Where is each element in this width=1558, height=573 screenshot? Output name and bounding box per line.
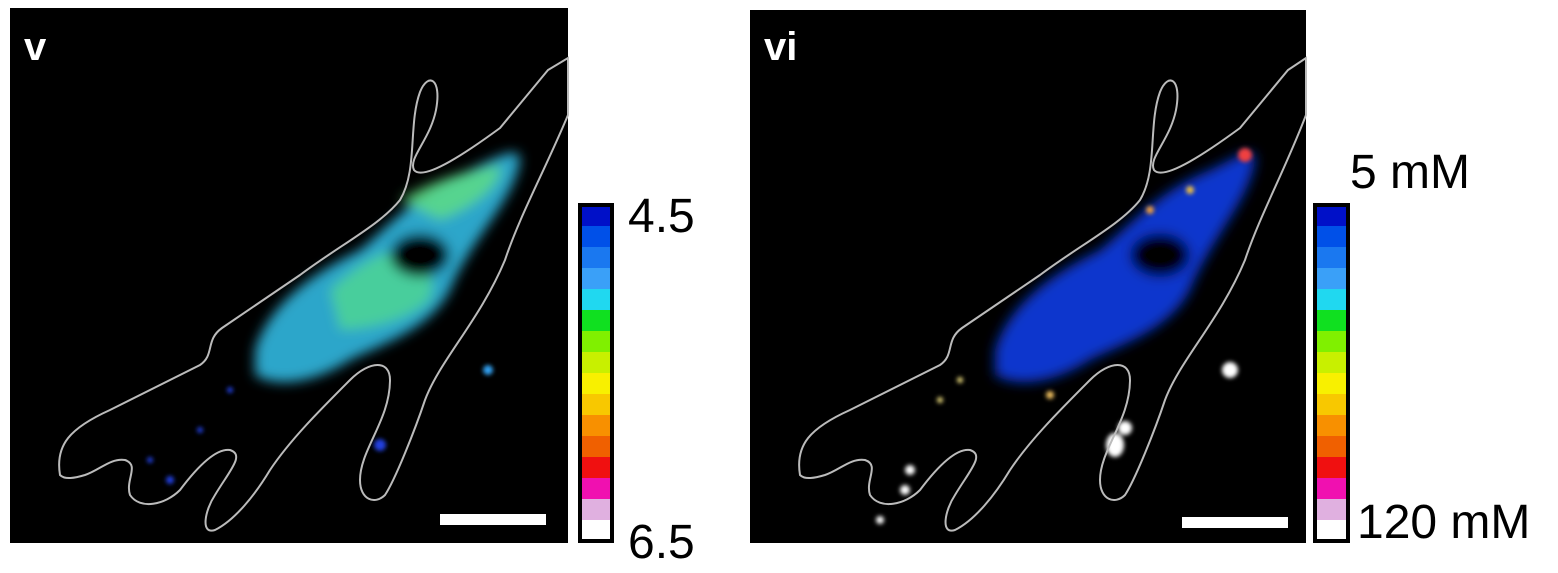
fluorescence	[995, 152, 1255, 383]
colorbar-segment	[580, 289, 612, 311]
colorbar-segment	[580, 373, 612, 395]
colorbar-top-label: 4.5	[628, 190, 695, 243]
speckles	[147, 365, 493, 484]
colorbar-segment	[1315, 478, 1348, 500]
colorbar-segment	[1315, 415, 1348, 437]
colorbar-border	[1313, 203, 1350, 543]
colorbar-segment	[580, 352, 612, 374]
colorbar-segment	[580, 205, 612, 227]
colorbar-segment	[580, 226, 612, 248]
scale-bar	[1182, 517, 1288, 528]
colorbar-top-label: 5 mM	[1350, 146, 1470, 199]
image-background	[10, 8, 568, 543]
colorbar-segment	[1315, 394, 1348, 416]
colorbar-segment	[580, 394, 612, 416]
colorbar-segment	[580, 310, 612, 332]
colorbar-segment	[580, 499, 612, 521]
colorbar-segment	[580, 331, 612, 353]
colorbar-segment	[1315, 352, 1348, 374]
colorbar-segment	[1315, 520, 1348, 542]
cell-outline	[798, 56, 1307, 532]
colorbar-segment	[580, 247, 612, 269]
fluorescence	[255, 152, 520, 383]
colorbar-segment	[1315, 289, 1348, 311]
colorbar-segment	[1315, 457, 1348, 479]
panel-label: v	[24, 25, 47, 69]
colorbar-bottom-label: 120 mM	[1357, 496, 1530, 549]
colorbar-segment	[1315, 373, 1348, 395]
colorbar-segment	[580, 457, 612, 479]
colorbar-segment	[1315, 226, 1348, 248]
panel-v: v	[10, 8, 569, 543]
colorbar-segment	[1315, 499, 1348, 521]
panel-label: vi	[764, 25, 797, 69]
colorbar-segment	[1315, 331, 1348, 353]
colorbar-segment	[1315, 436, 1348, 458]
colorbar-segment	[1315, 268, 1348, 290]
image-background	[750, 10, 1306, 543]
scale-bar	[440, 514, 546, 525]
colorbar-bottom-label: 6.5	[628, 516, 695, 568]
colorbar-segment	[580, 520, 612, 542]
colorbar-border	[578, 203, 614, 543]
colorbar-segment	[1315, 205, 1348, 227]
colorbar-segment	[580, 478, 612, 500]
colorbar-segment	[1315, 247, 1348, 269]
colorbar-segment	[580, 436, 612, 458]
speckles	[876, 148, 1252, 524]
cell-outline	[58, 56, 569, 532]
colorbar-segment	[580, 415, 612, 437]
colorbar-segment	[580, 268, 612, 290]
colorbar-segment	[1315, 310, 1348, 332]
panel-vi: vi	[750, 10, 1307, 543]
